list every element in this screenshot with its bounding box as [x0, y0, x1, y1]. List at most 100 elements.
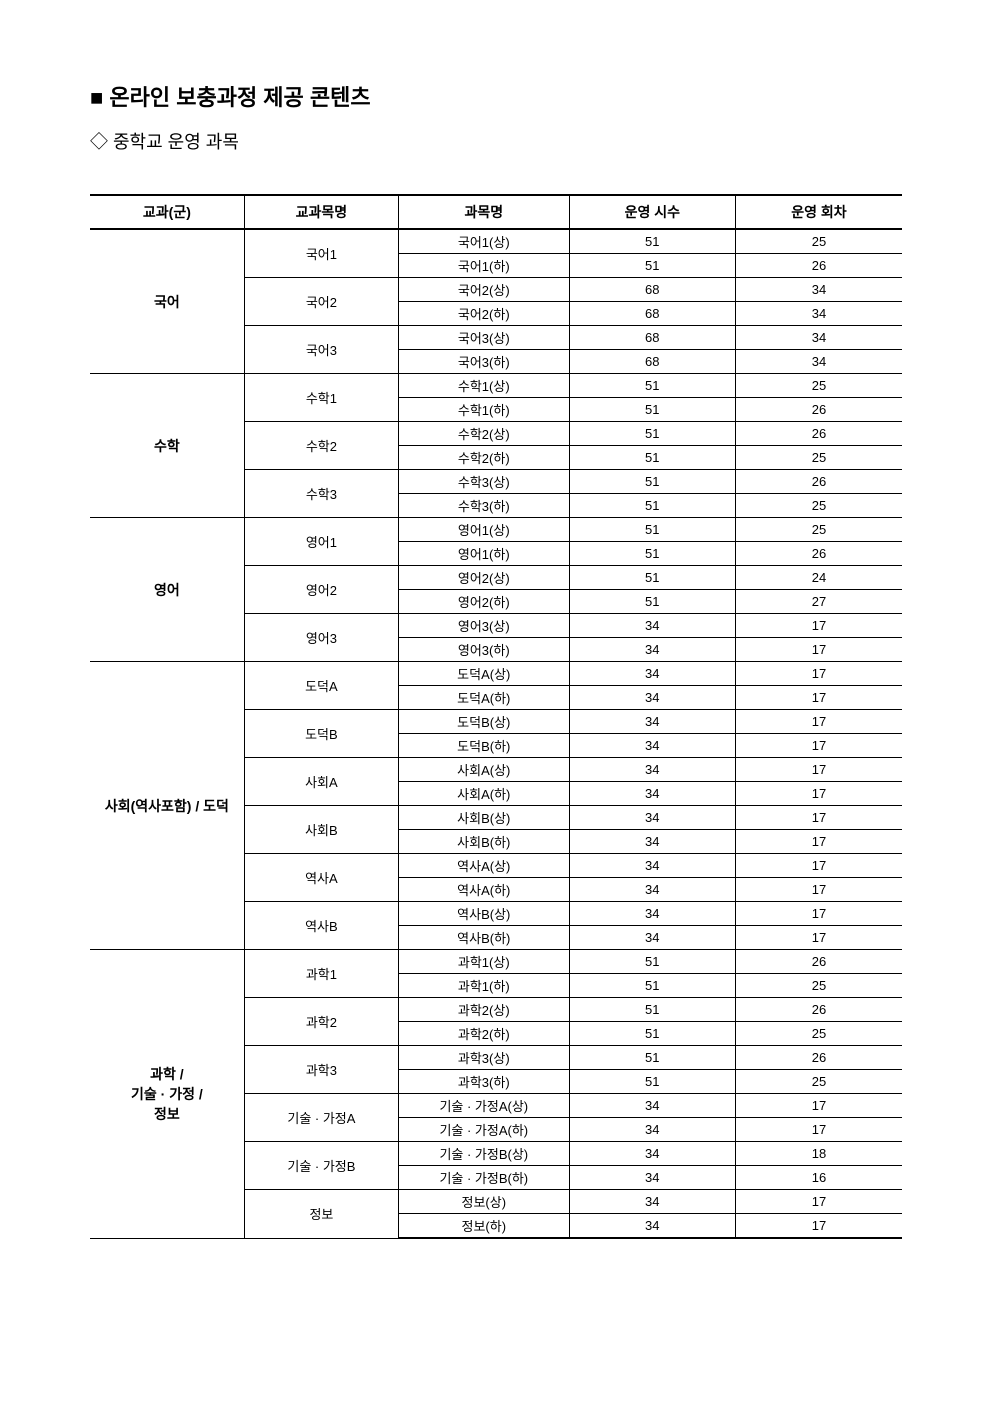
cell-subject: 영어2(하) [399, 590, 570, 614]
cell-sessions: 17 [736, 1118, 903, 1142]
cell-sessions: 17 [736, 806, 903, 830]
cell-sessions: 17 [736, 782, 903, 806]
header-subject: 과목명 [399, 195, 570, 229]
cell-hours: 34 [569, 1214, 735, 1239]
cell-textbook: 국어1 [244, 229, 398, 278]
cell-sessions: 34 [736, 326, 903, 350]
cell-sessions: 17 [736, 1214, 903, 1239]
cell-subject: 국어1(상) [399, 229, 570, 254]
cell-sessions: 17 [736, 686, 903, 710]
cell-textbook: 국어3 [244, 326, 398, 374]
cell-subject: 역사A(상) [399, 854, 570, 878]
cell-hours: 51 [569, 494, 735, 518]
table-row: 과학 / 기술 · 가정 / 정보과학1과학1(상)5126 [90, 950, 902, 974]
cell-subject: 국어3(상) [399, 326, 570, 350]
cell-hours: 34 [569, 854, 735, 878]
table-row: 수학수학1수학1(상)5125 [90, 374, 902, 398]
cell-textbook: 수학3 [244, 470, 398, 518]
cell-sessions: 16 [736, 1166, 903, 1190]
cell-sessions: 17 [736, 854, 903, 878]
cell-hours: 34 [569, 782, 735, 806]
table-row: 국어국어1국어1(상)5125 [90, 229, 902, 254]
cell-sessions: 25 [736, 1022, 903, 1046]
cell-hours: 34 [569, 638, 735, 662]
cell-hours: 51 [569, 998, 735, 1022]
cell-subject: 영어1(하) [399, 542, 570, 566]
cell-hours: 34 [569, 758, 735, 782]
cell-subject: 과학3(상) [399, 1046, 570, 1070]
cell-sessions: 25 [736, 974, 903, 998]
cell-hours: 34 [569, 878, 735, 902]
cell-hours: 51 [569, 254, 735, 278]
cell-subject: 정보(상) [399, 1190, 570, 1214]
cell-subject: 과학1(상) [399, 950, 570, 974]
cell-hours: 34 [569, 806, 735, 830]
cell-sessions: 25 [736, 1070, 903, 1094]
cell-hours: 51 [569, 542, 735, 566]
cell-hours: 51 [569, 950, 735, 974]
cell-textbook: 도덕B [244, 710, 398, 758]
cell-sessions: 34 [736, 350, 903, 374]
cell-hours: 51 [569, 566, 735, 590]
header-group: 교과(군) [90, 195, 244, 229]
cell-textbook: 국어2 [244, 278, 398, 326]
cell-subject: 사회B(상) [399, 806, 570, 830]
cell-sessions: 26 [736, 470, 903, 494]
cell-sessions: 25 [736, 374, 903, 398]
cell-group: 과학 / 기술 · 가정 / 정보 [90, 950, 244, 1239]
cell-subject: 정보(하) [399, 1214, 570, 1239]
table-row: 영어영어1영어1(상)5125 [90, 518, 902, 542]
cell-subject: 수학2(상) [399, 422, 570, 446]
cell-subject: 수학1(하) [399, 398, 570, 422]
cell-hours: 51 [569, 422, 735, 446]
cell-sessions: 17 [736, 902, 903, 926]
cell-subject: 사회A(상) [399, 758, 570, 782]
cell-hours: 68 [569, 278, 735, 302]
cell-sessions: 17 [736, 614, 903, 638]
cell-subject: 도덕B(상) [399, 710, 570, 734]
cell-subject: 사회B(하) [399, 830, 570, 854]
cell-subject: 수학3(상) [399, 470, 570, 494]
header-sessions: 운영 회차 [736, 195, 903, 229]
cell-sessions: 17 [736, 1094, 903, 1118]
cell-subject: 역사B(하) [399, 926, 570, 950]
cell-subject: 영어3(상) [399, 614, 570, 638]
cell-subject: 영어1(상) [399, 518, 570, 542]
cell-hours: 34 [569, 1118, 735, 1142]
cell-hours: 34 [569, 1142, 735, 1166]
cell-sessions: 17 [736, 758, 903, 782]
cell-hours: 34 [569, 1190, 735, 1214]
cell-sessions: 17 [736, 662, 903, 686]
cell-textbook: 영어1 [244, 518, 398, 566]
cell-sessions: 17 [736, 878, 903, 902]
cell-hours: 51 [569, 470, 735, 494]
cell-subject: 영어2(상) [399, 566, 570, 590]
cell-sessions: 24 [736, 566, 903, 590]
cell-hours: 34 [569, 662, 735, 686]
cell-textbook: 수학1 [244, 374, 398, 422]
cell-hours: 51 [569, 374, 735, 398]
cell-hours: 51 [569, 1022, 735, 1046]
cell-subject: 과학2(하) [399, 1022, 570, 1046]
cell-textbook: 역사A [244, 854, 398, 902]
cell-subject: 국어1(하) [399, 254, 570, 278]
cell-hours: 34 [569, 902, 735, 926]
cell-hours: 51 [569, 446, 735, 470]
cell-hours: 34 [569, 686, 735, 710]
cell-hours: 51 [569, 974, 735, 998]
cell-sessions: 26 [736, 950, 903, 974]
course-table: 교과(군) 교과목명 과목명 운영 시수 운영 회차 국어국어1국어1(상)51… [90, 194, 902, 1239]
cell-sessions: 26 [736, 1046, 903, 1070]
cell-hours: 51 [569, 1070, 735, 1094]
cell-sessions: 26 [736, 422, 903, 446]
cell-subject: 과학3(하) [399, 1070, 570, 1094]
cell-hours: 51 [569, 518, 735, 542]
cell-subject: 기술 · 가정A(하) [399, 1118, 570, 1142]
cell-subject: 국어2(상) [399, 278, 570, 302]
cell-sessions: 18 [736, 1142, 903, 1166]
cell-subject: 기술 · 가정B(하) [399, 1166, 570, 1190]
cell-hours: 34 [569, 710, 735, 734]
cell-group: 수학 [90, 374, 244, 518]
cell-hours: 34 [569, 830, 735, 854]
cell-textbook: 기술 · 가정B [244, 1142, 398, 1190]
